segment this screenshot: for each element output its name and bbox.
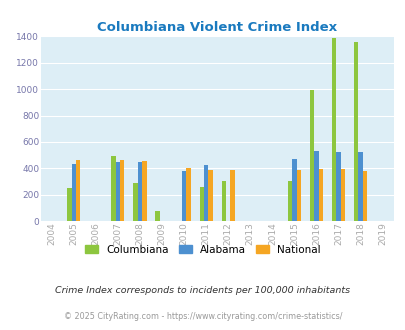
Bar	[208, 170, 212, 221]
Bar	[142, 161, 146, 221]
Bar	[76, 160, 80, 221]
Bar	[358, 152, 362, 221]
Bar	[115, 162, 120, 221]
Bar	[203, 165, 208, 221]
Bar	[221, 181, 226, 221]
Bar	[340, 169, 344, 221]
Bar	[336, 152, 340, 221]
Bar	[287, 181, 292, 221]
Bar	[67, 188, 71, 221]
Text: © 2025 CityRating.com - https://www.cityrating.com/crime-statistics/: © 2025 CityRating.com - https://www.city…	[64, 312, 341, 321]
Bar	[313, 151, 318, 221]
Bar	[133, 183, 137, 221]
Bar	[199, 187, 203, 221]
Bar	[353, 42, 358, 221]
Bar	[318, 169, 322, 221]
Bar	[292, 159, 296, 221]
Text: Crime Index corresponds to incidents per 100,000 inhabitants: Crime Index corresponds to incidents per…	[55, 286, 350, 295]
Bar	[186, 168, 190, 221]
Bar	[362, 171, 367, 221]
Bar	[120, 160, 124, 221]
Title: Columbiana Violent Crime Index: Columbiana Violent Crime Index	[97, 21, 337, 34]
Bar	[309, 90, 313, 221]
Legend: Columbiana, Alabama, National: Columbiana, Alabama, National	[81, 241, 324, 259]
Bar	[331, 38, 336, 221]
Bar	[296, 170, 301, 221]
Bar	[137, 162, 142, 221]
Bar	[111, 156, 115, 221]
Bar	[230, 170, 234, 221]
Bar	[155, 211, 160, 221]
Bar	[181, 171, 186, 221]
Bar	[71, 164, 76, 221]
